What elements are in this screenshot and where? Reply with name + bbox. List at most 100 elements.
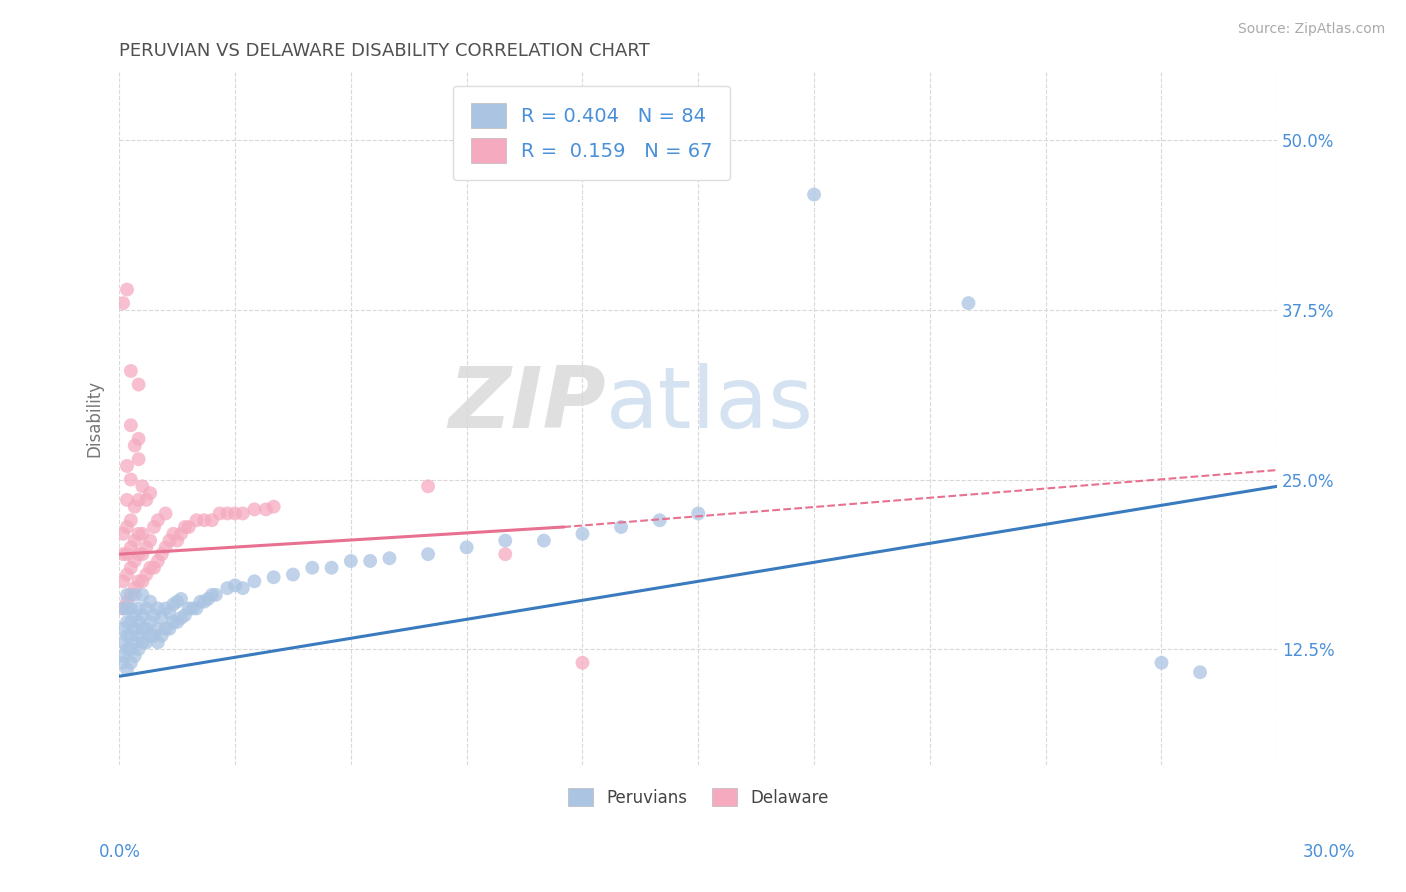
Point [124, 500, 146, 514]
Point [610, 520, 633, 534]
Point [174, 520, 197, 534]
Point [112, 574, 135, 589]
Point [494, 533, 516, 548]
Point [208, 507, 231, 521]
Point [159, 606, 181, 620]
Point [456, 541, 478, 555]
Point [131, 526, 153, 541]
Point [128, 642, 150, 657]
Point [115, 601, 138, 615]
Point [128, 432, 150, 446]
Point [124, 648, 146, 663]
Point [571, 526, 593, 541]
Point [115, 492, 138, 507]
Point [162, 615, 184, 629]
Point [112, 526, 135, 541]
Point [131, 635, 153, 649]
Point [120, 364, 142, 378]
Point [146, 635, 169, 649]
Point [170, 526, 193, 541]
Point [217, 507, 239, 521]
Point [120, 629, 142, 643]
Point [155, 622, 177, 636]
Point [120, 541, 142, 555]
Point [957, 296, 980, 310]
Text: atlas: atlas [606, 363, 814, 446]
Point [124, 635, 146, 649]
Point [204, 588, 226, 602]
Point [120, 615, 142, 629]
Point [128, 615, 150, 629]
Point [139, 560, 162, 574]
Point [416, 479, 439, 493]
Point [340, 554, 363, 568]
Point [124, 554, 146, 568]
Point [188, 595, 211, 609]
Point [201, 513, 224, 527]
Point [131, 622, 153, 636]
Point [150, 629, 173, 643]
Point [128, 452, 150, 467]
Point [186, 601, 208, 615]
Point [139, 615, 162, 629]
Point [162, 598, 184, 612]
Point [159, 622, 181, 636]
Point [135, 492, 157, 507]
Point [146, 554, 169, 568]
Point [170, 611, 193, 625]
Text: ZIP: ZIP [449, 363, 606, 446]
Point [124, 608, 146, 623]
Point [115, 629, 138, 643]
Point [301, 560, 323, 574]
Point [115, 567, 138, 582]
Point [128, 601, 150, 615]
Point [128, 377, 150, 392]
Y-axis label: Disability: Disability [86, 380, 103, 457]
Point [688, 507, 710, 521]
Point [131, 574, 153, 589]
Point [155, 601, 177, 615]
Point [131, 547, 153, 561]
Point [155, 507, 177, 521]
Point [135, 622, 157, 636]
Point [201, 588, 224, 602]
Point [124, 439, 146, 453]
Point [193, 513, 215, 527]
Text: Source: ZipAtlas.com: Source: ZipAtlas.com [1237, 22, 1385, 37]
Point [177, 520, 200, 534]
Point [128, 629, 150, 643]
Point [124, 533, 146, 548]
Point [128, 526, 150, 541]
Point [131, 479, 153, 493]
Point [139, 629, 162, 643]
Point [112, 622, 135, 636]
Point [177, 601, 200, 615]
Point [378, 551, 401, 566]
Point [124, 588, 146, 602]
Point [120, 418, 142, 433]
Point [135, 541, 157, 555]
Point [120, 473, 142, 487]
Point [224, 507, 246, 521]
Point [571, 656, 593, 670]
Point [232, 507, 254, 521]
Point [115, 283, 138, 297]
Point [115, 663, 138, 677]
Point [150, 611, 173, 625]
Point [170, 591, 193, 606]
Point [128, 547, 150, 561]
Point [217, 581, 239, 595]
Point [135, 567, 157, 582]
Point [155, 541, 177, 555]
Point [115, 547, 138, 561]
Point [159, 533, 181, 548]
Point [197, 591, 219, 606]
Point [112, 635, 135, 649]
Point [143, 520, 166, 534]
Point [648, 513, 671, 527]
Text: 0.0%: 0.0% [98, 843, 141, 861]
Point [135, 601, 157, 615]
Point [120, 601, 142, 615]
Point [135, 635, 157, 649]
Point [166, 615, 188, 629]
